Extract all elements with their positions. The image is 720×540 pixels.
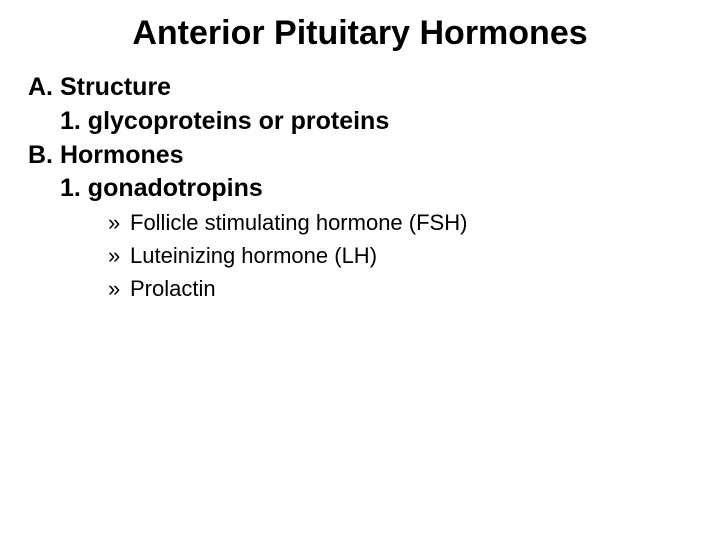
sub-bullet-1-label: Follicle stimulating hormone (FSH) <box>130 210 467 235</box>
raquo-icon: » <box>108 239 130 272</box>
slide-body: A. Structure 1. glycoproteins or protein… <box>0 71 720 305</box>
slide: Anterior Pituitary Hormones A. Structure… <box>0 0 720 540</box>
raquo-icon: » <box>108 272 130 305</box>
slide-title: Anterior Pituitary Hormones <box>0 14 720 53</box>
outline-a: A. Structure <box>28 71 720 105</box>
outline-b: B. Hormones <box>28 139 720 173</box>
sub-bullet-2-label: Luteinizing hormone (LH) <box>130 243 377 268</box>
sub-bullet-1: »Follicle stimulating hormone (FSH) <box>28 206 720 239</box>
sub-bullet-3-label: Prolactin <box>130 276 216 301</box>
outline-b-1: 1. gonadotropins <box>28 172 720 206</box>
outline-a-1: 1. glycoproteins or proteins <box>28 105 720 139</box>
sub-bullet-2: »Luteinizing hormone (LH) <box>28 239 720 272</box>
sub-bullet-3: »Prolactin <box>28 272 720 305</box>
raquo-icon: » <box>108 206 130 239</box>
